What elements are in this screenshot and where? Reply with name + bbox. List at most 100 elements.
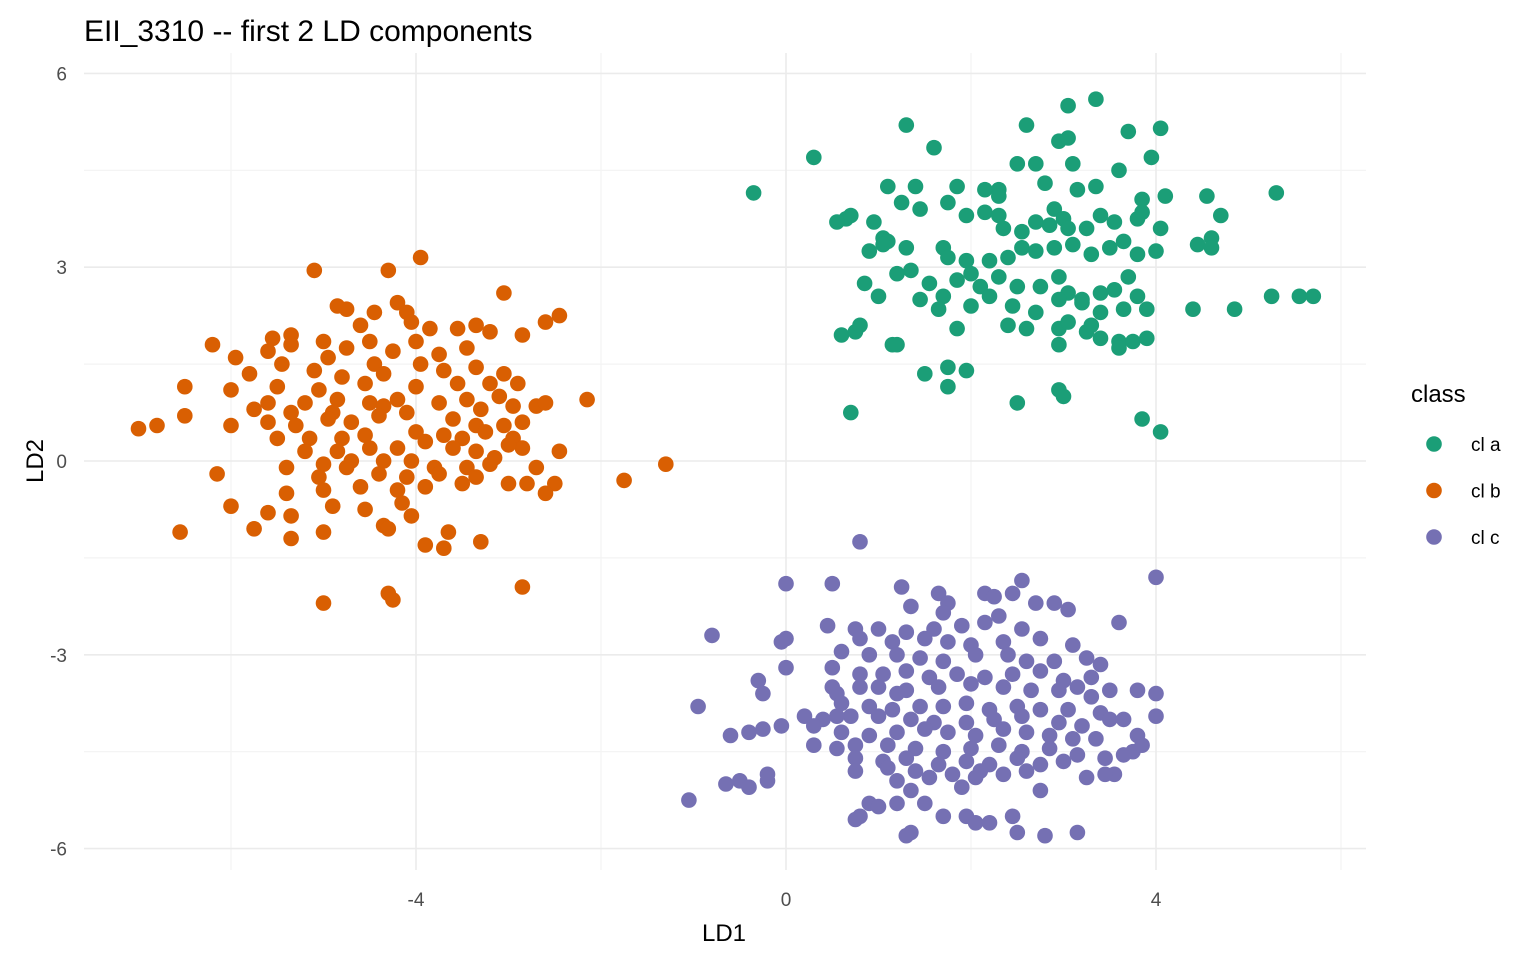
point-cl-a xyxy=(963,265,979,282)
x-axis-title: LD1 xyxy=(702,920,746,947)
point-cl-b xyxy=(482,375,498,392)
point-cl-a xyxy=(926,139,942,156)
point-cl-a xyxy=(1060,130,1076,146)
point-cl-b xyxy=(519,475,535,492)
point-cl-c xyxy=(741,779,757,795)
point-cl-b xyxy=(449,375,466,392)
point-cl-a xyxy=(1134,411,1150,427)
point-cl-a xyxy=(1065,236,1081,253)
point-cl-a xyxy=(991,269,1007,285)
point-cl-b xyxy=(579,391,595,408)
point-cl-b xyxy=(468,469,484,485)
point-cl-a xyxy=(1088,91,1104,107)
point-cl-c xyxy=(1069,679,1086,695)
point-cl-c xyxy=(884,634,901,650)
point-cl-c xyxy=(681,792,697,808)
point-cl-a xyxy=(977,181,993,198)
point-cl-a xyxy=(843,404,859,421)
point-cl-c xyxy=(870,679,887,695)
point-cl-b xyxy=(459,391,475,408)
point-cl-a xyxy=(1120,269,1137,285)
point-cl-b xyxy=(334,369,350,385)
point-cl-a xyxy=(1291,288,1308,305)
point-cl-a xyxy=(1051,336,1067,353)
point-cl-b xyxy=(436,427,452,444)
point-cl-a xyxy=(903,262,919,279)
point-cl-a xyxy=(1088,178,1104,195)
point-cl-a xyxy=(829,214,845,230)
point-cl-b xyxy=(436,540,452,556)
point-cl-c xyxy=(1032,782,1049,799)
point-cl-a xyxy=(1213,207,1229,224)
point-cl-c xyxy=(935,653,952,670)
point-cl-b xyxy=(514,327,531,343)
point-cl-b xyxy=(482,456,498,473)
point-cl-c xyxy=(880,737,896,753)
y-tick-label: 0 xyxy=(56,452,67,473)
point-cl-b xyxy=(394,495,410,511)
y-tick-label: -3 xyxy=(50,646,67,667)
point-cl-b xyxy=(343,414,360,431)
point-cl-a xyxy=(898,240,915,256)
point-cl-a xyxy=(912,201,928,217)
point-cl-a xyxy=(995,220,1012,237)
x-tick-label: 4 xyxy=(1151,890,1162,911)
point-cl-c xyxy=(1014,708,1030,724)
point-cl-b xyxy=(375,366,392,382)
point-cl-b xyxy=(301,430,318,447)
point-cl-a xyxy=(1305,288,1322,305)
point-cl-c xyxy=(917,721,933,737)
point-cl-c xyxy=(1129,682,1146,699)
point-cl-c xyxy=(954,617,970,634)
point-cl-b xyxy=(417,537,434,553)
x-axis-ticks: -4 0 4 xyxy=(408,890,1162,911)
point-cl-a xyxy=(1028,156,1044,172)
point-cl-b xyxy=(375,453,392,469)
point-cl-c xyxy=(1065,637,1081,653)
point-cl-a xyxy=(1018,320,1035,337)
point-cl-c xyxy=(954,779,970,795)
y-axis-title: LD2 xyxy=(22,439,49,483)
point-cl-b xyxy=(297,443,313,460)
point-cl-b xyxy=(269,430,286,447)
point-cl-b xyxy=(468,359,484,376)
point-cl-b xyxy=(352,317,369,334)
point-cl-c xyxy=(1083,669,1100,686)
point-cl-c xyxy=(1004,808,1021,825)
point-cl-b xyxy=(514,440,531,456)
point-cl-c xyxy=(977,614,993,631)
point-cl-c xyxy=(1097,750,1113,766)
point-cl-a xyxy=(1106,282,1123,298)
point-cl-a xyxy=(921,275,938,292)
point-cl-a xyxy=(1203,240,1220,256)
point-cl-b xyxy=(500,475,517,492)
point-cl-b xyxy=(223,382,239,398)
point-cl-c xyxy=(889,647,905,663)
data-points xyxy=(130,91,1322,844)
point-cl-c xyxy=(843,708,859,724)
point-cl-c xyxy=(1092,656,1109,673)
point-cl-c xyxy=(917,795,933,812)
point-cl-c xyxy=(1014,621,1030,637)
point-cl-c xyxy=(1032,701,1049,718)
point-cl-b xyxy=(357,501,373,518)
point-cl-b xyxy=(315,333,332,350)
point-cl-b xyxy=(260,504,276,521)
point-cl-c xyxy=(935,605,952,621)
point-cl-c xyxy=(806,718,822,734)
legend-title: class xyxy=(1411,381,1466,408)
point-cl-c xyxy=(861,727,878,744)
point-cl-c xyxy=(921,769,938,786)
point-cl-b xyxy=(311,382,327,398)
point-cl-c xyxy=(1134,737,1150,753)
point-cl-c xyxy=(995,679,1012,695)
point-cl-c xyxy=(912,698,928,715)
point-cl-a xyxy=(843,207,859,224)
point-cl-c xyxy=(967,815,984,831)
point-cl-a xyxy=(1189,236,1206,253)
point-cl-a xyxy=(1041,217,1058,233)
point-cl-a xyxy=(1046,240,1063,256)
point-cl-a xyxy=(1032,278,1049,295)
point-cl-a xyxy=(1143,149,1160,166)
point-cl-b xyxy=(204,336,221,353)
